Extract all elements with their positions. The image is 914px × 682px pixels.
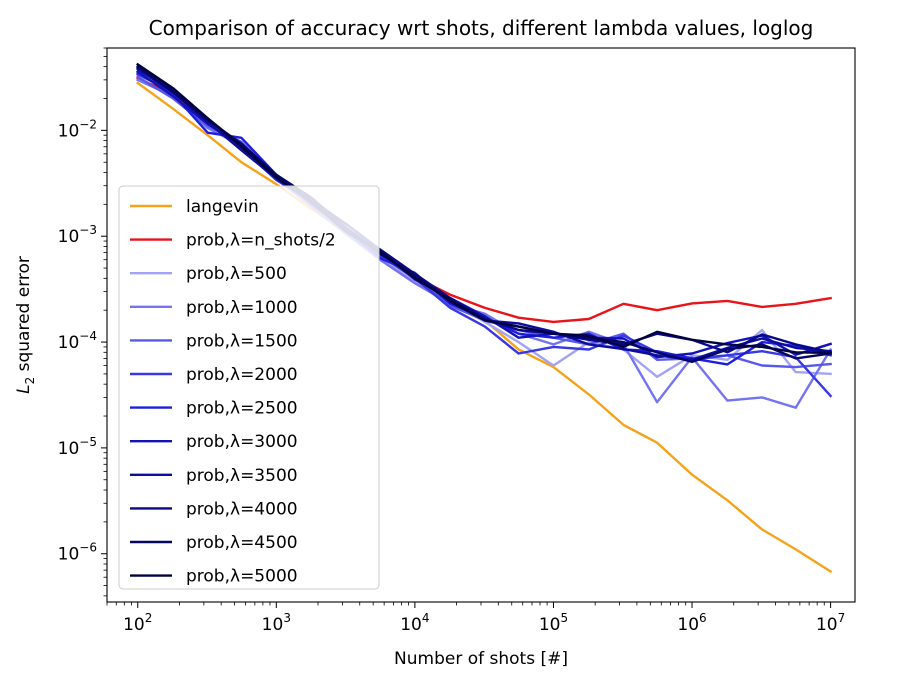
y-tick-label-exp: −4 — [79, 329, 97, 343]
x-tick-label-exp: 3 — [283, 611, 291, 625]
y-tick-label-exp: −6 — [79, 541, 97, 555]
y-tick-label: 10−5 — [58, 435, 97, 459]
y-tick-label: 10−4 — [58, 329, 97, 353]
y-axis-label-sub: 2 — [23, 377, 37, 385]
y-tick-label-base: 10 — [58, 545, 80, 565]
x-tick-label: 104 — [400, 611, 429, 635]
x-tick-label-exp: 7 — [838, 611, 846, 625]
x-tick-label-base: 10 — [262, 615, 284, 635]
legend-label: prob,λ=4500 — [186, 533, 298, 553]
x-tick-label-exp: 2 — [145, 611, 153, 625]
y-tick-label-exp: −3 — [79, 223, 97, 237]
legend-label: langevin — [186, 197, 259, 217]
x-tick-label: 103 — [262, 611, 291, 635]
y-tick-label: 10−3 — [58, 223, 97, 247]
y-tick-label-exp: −5 — [79, 435, 97, 449]
legend-label: prob,λ=500 — [186, 264, 287, 284]
y-tick-label-exp: −2 — [79, 117, 97, 131]
legend-label: prob,λ=3500 — [186, 466, 298, 486]
x-tick-label: 107 — [816, 611, 845, 635]
legend: langevin prob,λ=n_shots/2 prob,λ=500 prob,λ… — [118, 185, 380, 590]
legend-label: prob,λ=2000 — [186, 365, 298, 385]
y-tick-label-base: 10 — [58, 121, 80, 141]
x-tick-label-base: 10 — [400, 615, 422, 635]
y-axis-label: L2 squared error — [14, 256, 37, 394]
legend-label: prob,λ=2500 — [186, 399, 298, 419]
legend-label: prob,λ=n_shots/2 — [186, 231, 336, 251]
y-tick-label-base: 10 — [58, 333, 80, 353]
y-axis-label-rest: squared error — [14, 256, 34, 377]
series-line — [136, 62, 832, 355]
legend-box — [118, 185, 380, 590]
series-lines — [136, 62, 833, 574]
x-tick-label: 105 — [539, 611, 568, 635]
legend-label: prob,λ=1500 — [186, 331, 298, 351]
legend-label: prob,λ=3000 — [186, 432, 298, 452]
x-tick-label-base: 10 — [816, 615, 838, 635]
x-tick-label-base: 10 — [123, 615, 145, 635]
x-tick-label-exp: 5 — [560, 611, 568, 625]
chart-title: Comparison of accuracy wrt shots, differ… — [149, 16, 814, 40]
x-tick-label: 106 — [677, 611, 706, 635]
legend-label: prob,λ=1000 — [186, 298, 298, 318]
y-tick-label-base: 10 — [58, 227, 80, 247]
x-tick-label-exp: 6 — [699, 611, 707, 625]
x-tick-label-base: 10 — [677, 615, 699, 635]
x-tick-label: 102 — [123, 611, 152, 635]
legend-label: prob,λ=5000 — [186, 567, 298, 587]
x-axis-label: Number of shots [#] — [394, 649, 568, 669]
y-tick-label-base: 10 — [58, 439, 80, 459]
x-tick-label-base: 10 — [539, 615, 561, 635]
legend-label: prob,λ=4000 — [186, 499, 298, 519]
y-tick-label: 10−2 — [58, 117, 97, 141]
x-tick-label-exp: 4 — [422, 611, 430, 625]
y-tick-label: 10−6 — [58, 541, 97, 565]
y-axis-label-base: L — [14, 384, 34, 393]
